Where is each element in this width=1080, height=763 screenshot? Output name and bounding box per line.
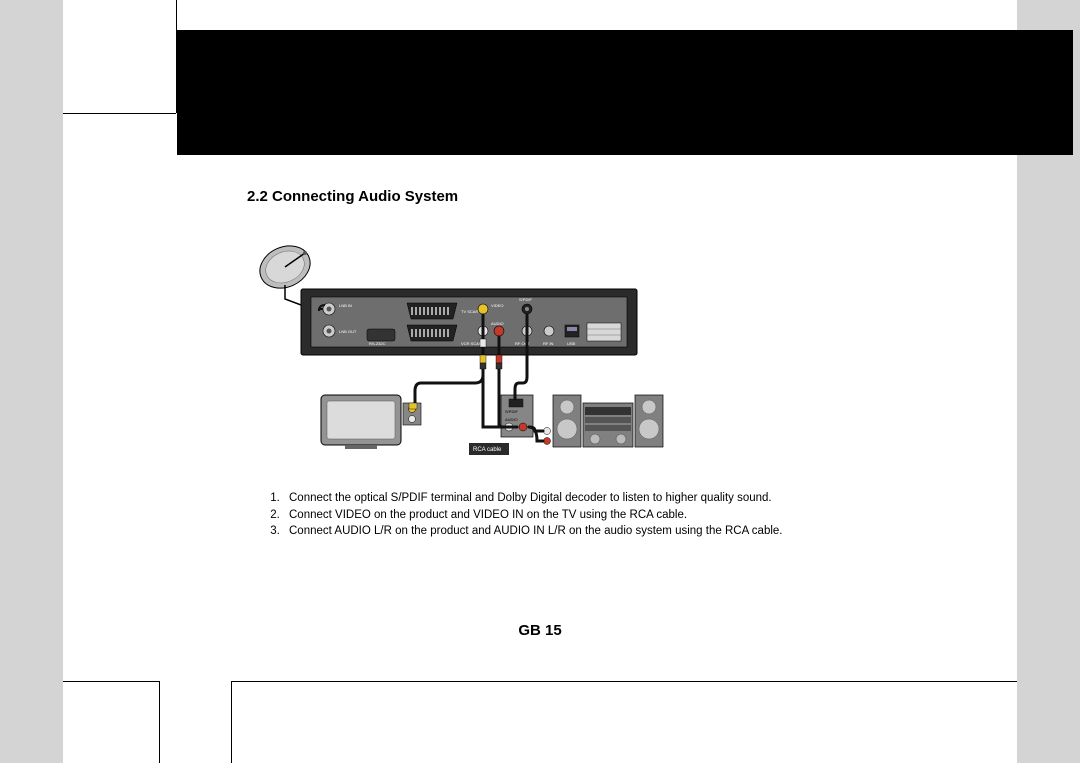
crop-rule [232,681,1017,682]
crop-rule [231,681,232,763]
instruction-steps: Connect the optical S/PDIF terminal and … [247,490,987,540]
section-title: 2.2 Connecting Audio System [247,188,987,205]
stereo-system-icon [544,395,664,447]
rca-label-text: RCA cable [473,447,502,453]
page-number: GB 15 [63,622,1017,639]
svg-text:LNB OUT: LNB OUT [339,329,357,334]
svg-text:AUDIO: AUDIO [491,321,504,326]
content-area: 2.2 Connecting Audio System [247,188,987,540]
svg-text:LNB IN: LNB IN [339,303,352,308]
rca-cable-label: RCA cable [469,443,509,455]
crop-rule [176,0,177,113]
connection-diagram: LNB IN LNB OUT RS-232C TV SCART VCR SCAR… [247,227,687,472]
header-black-band [177,30,1073,155]
crop-rule [63,681,159,682]
svg-text:S/PDIF: S/PDIF [505,409,518,414]
crop-rule [63,113,176,114]
svg-text:S/PDIF: S/PDIF [519,297,532,302]
crop-rule [159,681,160,763]
svg-text:RS-232C: RS-232C [369,341,386,346]
tv-icon [321,395,421,449]
receiver-rear-panel: LNB IN LNB OUT RS-232C TV SCART VCR SCAR… [301,289,637,355]
step-item: Connect VIDEO on the product and VIDEO I… [283,507,987,524]
dolby-decoder-icon: S/PDIF AUDIO [501,395,533,437]
svg-text:RF IN: RF IN [543,341,554,346]
svg-text:VIDEO: VIDEO [491,303,503,308]
svg-text:AUDIO: AUDIO [505,417,518,422]
svg-text:USB: USB [567,341,576,346]
step-item: Connect AUDIO L/R on the product and AUD… [283,523,987,540]
step-item: Connect the optical S/PDIF terminal and … [283,490,987,507]
manual-page: 2.2 Connecting Audio System [63,0,1017,763]
